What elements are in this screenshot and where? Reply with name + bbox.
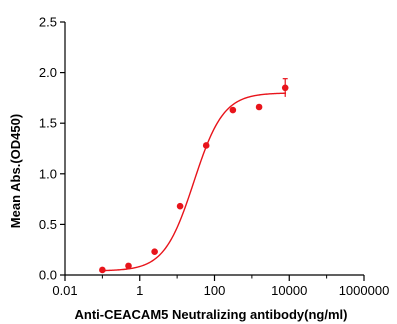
data-point <box>229 106 237 114</box>
data-point <box>125 262 132 270</box>
fit-curve <box>102 92 287 272</box>
data-point <box>281 84 289 92</box>
fit-layer <box>102 92 287 272</box>
x-axis-title: Anti-CEACAM5 Neutralizing antibody(ng/ml… <box>75 307 348 322</box>
x-tick-label: 1 <box>136 283 143 298</box>
data-point <box>255 103 263 111</box>
y-tick-label: 1.5 <box>39 116 57 131</box>
y-tick-label: 2.0 <box>39 65 57 80</box>
x-tick-label: 1000000 <box>339 283 390 298</box>
y-tick-label: 0.0 <box>39 268 57 283</box>
points-layer <box>99 78 289 274</box>
x-tick-label: 100 <box>204 283 226 298</box>
y-axis-title: Mean Abs.(OD450) <box>8 114 23 228</box>
data-point <box>202 142 210 149</box>
data-point <box>151 248 158 256</box>
data-point <box>99 266 106 274</box>
data-point <box>176 202 184 210</box>
axes: 0.0 0.5 1.0 1.5 2.0 2.5 0.01 1 100 10000 1000000 <box>39 15 389 299</box>
y-tick-label: 0.5 <box>39 217 57 232</box>
y-tick-label: 1.0 <box>39 166 57 181</box>
y-tick-label: 2.5 <box>39 15 57 30</box>
x-tick-label: 10000 <box>271 283 307 298</box>
x-tick-label: 0.01 <box>52 283 77 298</box>
